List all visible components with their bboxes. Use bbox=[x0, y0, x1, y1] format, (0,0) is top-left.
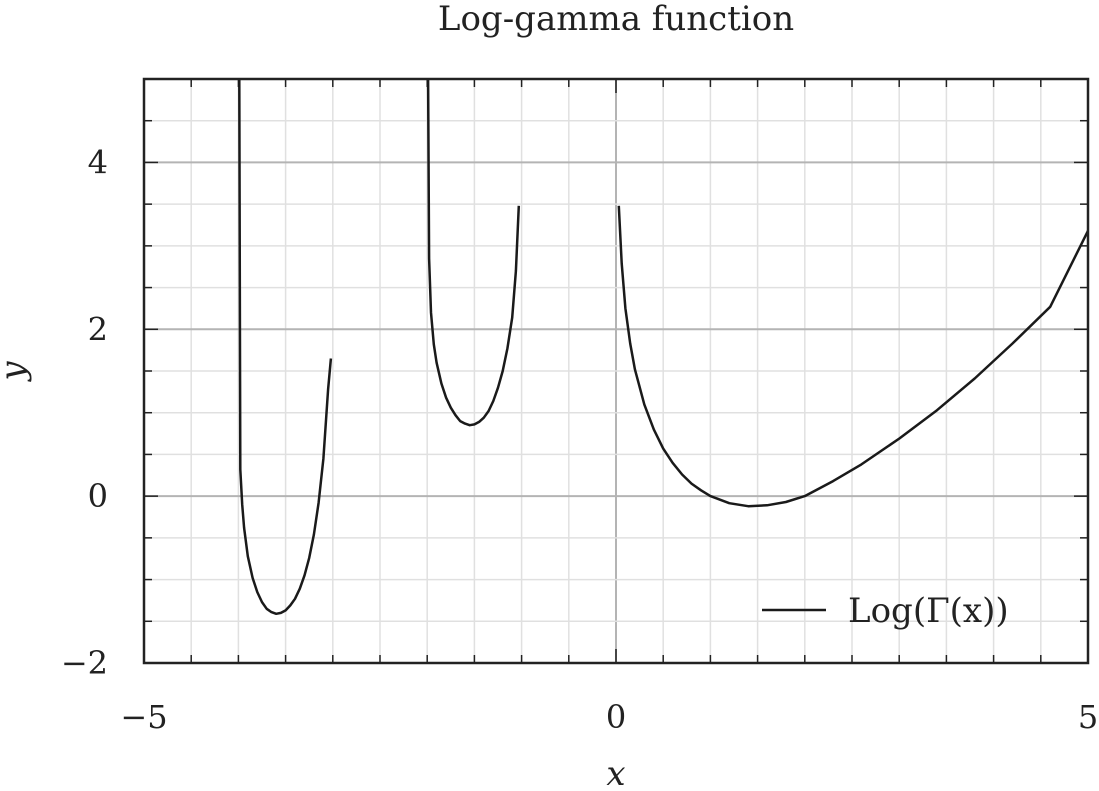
series-line-segment bbox=[617, 205, 1090, 508]
y-tick-label: −2 bbox=[61, 644, 108, 682]
x-tick-label: 5 bbox=[1078, 698, 1098, 736]
legend: Log(Γ(x)) bbox=[762, 591, 1009, 631]
series-line-segment bbox=[426, 78, 521, 427]
chart-title: Log-gamma function bbox=[438, 0, 794, 39]
series-line-segment bbox=[238, 78, 333, 616]
tick-labels: −5 0 5 −2 0 2 4 bbox=[61, 143, 1098, 736]
y-tick-label: 2 bbox=[88, 310, 108, 348]
series-layer bbox=[238, 78, 1090, 616]
x-axis-label: x bbox=[606, 754, 625, 791]
y-tick-label: 4 bbox=[88, 143, 108, 181]
y-axis-label: y bbox=[0, 361, 33, 383]
grid bbox=[144, 79, 1088, 663]
x-tick-label: −5 bbox=[120, 698, 167, 736]
y-tick-label: 0 bbox=[88, 477, 108, 515]
x-tick-label: 0 bbox=[606, 698, 626, 736]
legend-label: Log(Γ(x)) bbox=[848, 591, 1009, 631]
plot-frame bbox=[142, 77, 1090, 665]
